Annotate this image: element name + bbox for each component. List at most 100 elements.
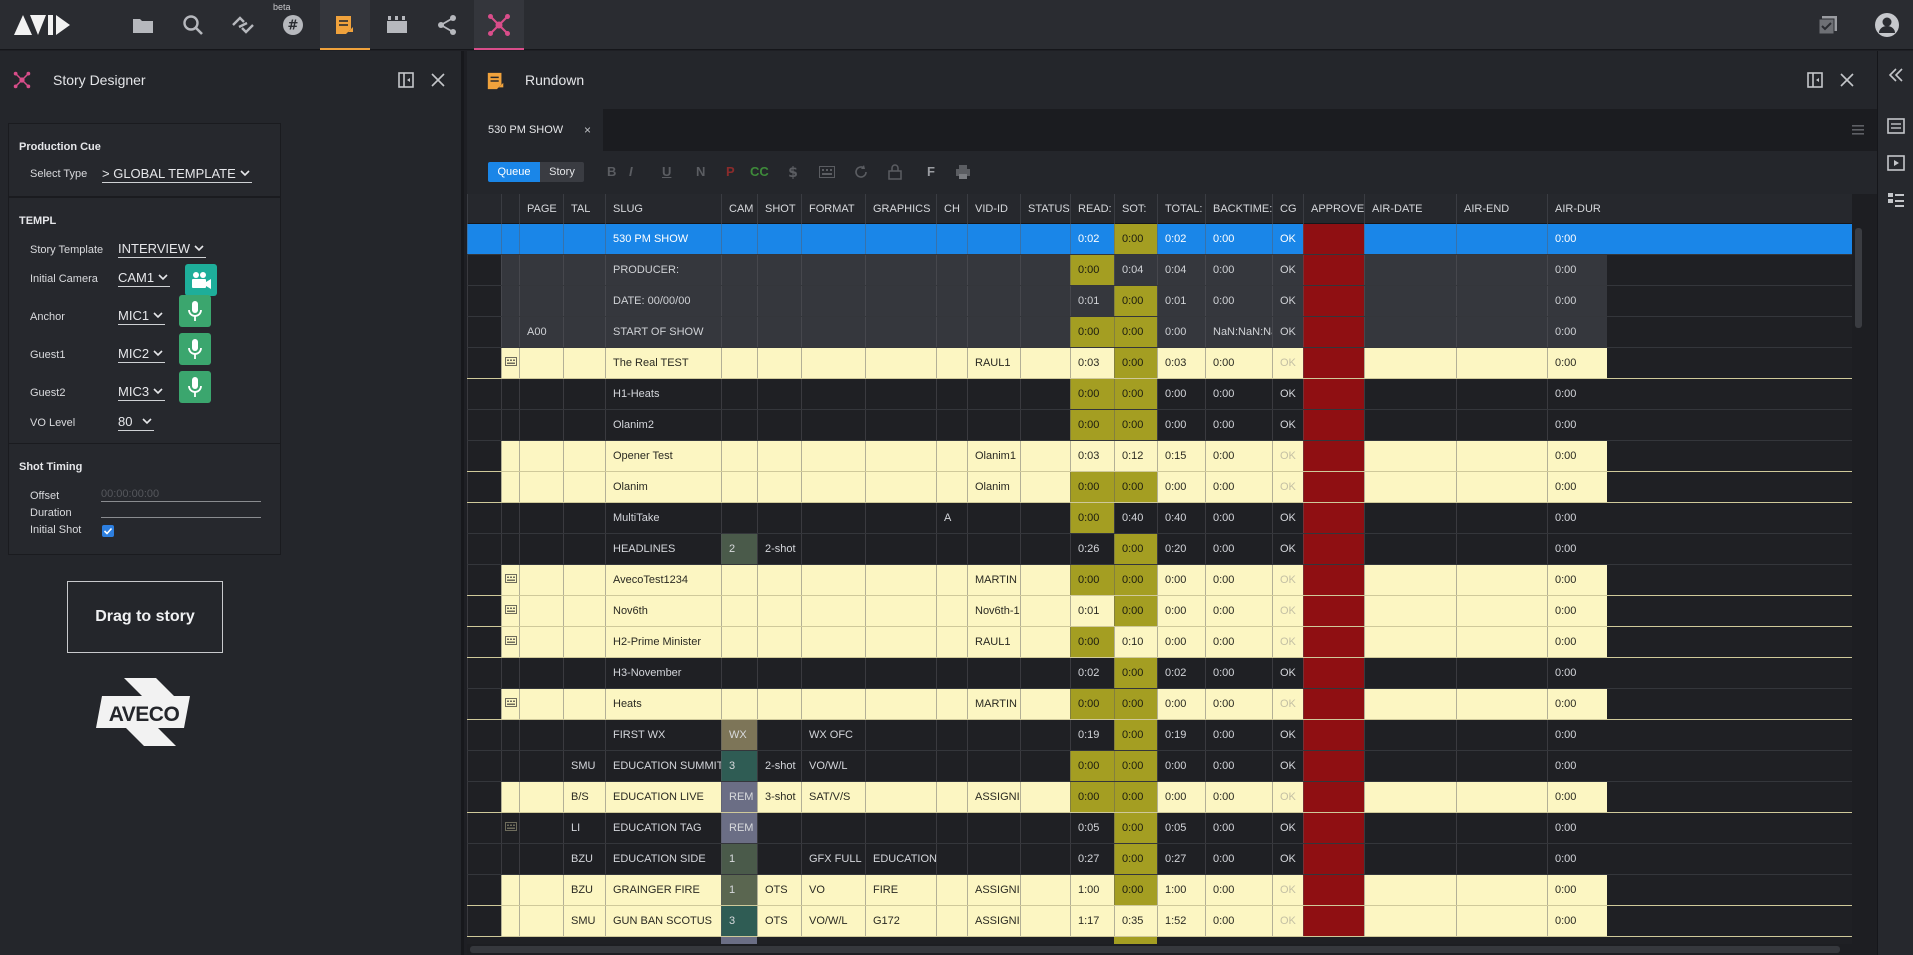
cell-dur[interactable]: 0:00 <box>1547 844 1607 874</box>
cell-status[interactable] <box>1020 565 1070 595</box>
table-row[interactable]: MultiTake A 0:00 0:40 0:40 0:00 OK 0:00 <box>467 503 1852 534</box>
cell-airend[interactable] <box>1456 906 1547 936</box>
cell-approve[interactable] <box>1303 348 1364 378</box>
cell-airdate[interactable] <box>1364 658 1456 688</box>
cell-ch[interactable] <box>936 441 967 471</box>
cell-airend[interactable] <box>1456 751 1547 781</box>
cell-back[interactable]: 0:00 <box>1205 503 1272 533</box>
cell-format[interactable]: SAT/V/S <box>801 782 865 812</box>
cell-page[interactable] <box>519 658 563 688</box>
cell-read[interactable]: 0:00 <box>1070 565 1114 595</box>
cell-total[interactable]: 0:20 <box>1157 534 1205 564</box>
cell-graphics[interactable] <box>865 720 936 750</box>
cell-total[interactable]: 0:00 <box>1157 782 1205 812</box>
cell-status[interactable] <box>1020 751 1070 781</box>
cell-ch[interactable] <box>936 565 967 595</box>
cell-shot[interactable] <box>757 658 801 688</box>
cell-shot[interactable]: OTS <box>757 906 801 936</box>
cell-vid[interactable] <box>967 658 1020 688</box>
script-keyboard-icon[interactable] <box>501 596 519 626</box>
cell-graphics[interactable] <box>865 255 936 285</box>
cell-page[interactable] <box>519 286 563 316</box>
cell-tal[interactable] <box>563 410 605 440</box>
cell-back[interactable]: 0:00 <box>1205 813 1272 843</box>
cell-shot[interactable] <box>757 348 801 378</box>
cell-read[interactable]: 1:17 <box>1070 906 1114 936</box>
cell-back[interactable]: 0:00 <box>1205 844 1272 874</box>
cell-slug[interactable]: MultiTake <box>605 503 721 533</box>
cell-tal[interactable]: B/S <box>563 782 605 812</box>
cell-dur[interactable]: 0:00 <box>1547 751 1607 781</box>
cell-status[interactable] <box>1020 658 1070 688</box>
cell-sot[interactable]: 0:00 <box>1114 782 1157 812</box>
cell-cam[interactable]: WX <box>721 720 757 750</box>
cell-icon[interactable] <box>501 255 519 285</box>
cell-approve[interactable] <box>1303 782 1364 812</box>
cell-gutter[interactable] <box>467 348 501 378</box>
tab-530-pm-show[interactable]: 530 PM SHOW × <box>467 109 603 151</box>
cell-total[interactable]: 0:40 <box>1157 503 1205 533</box>
italic-button[interactable]: I <box>629 164 633 179</box>
cell-read[interactable]: 0:00 <box>1070 689 1114 719</box>
cell-slug[interactable]: GRAINGER FIRE <box>605 875 721 905</box>
cell-sot[interactable]: 0:00 <box>1114 224 1157 254</box>
p-button[interactable]: P <box>726 164 735 179</box>
f-button[interactable]: F <box>927 164 935 179</box>
cell-shot[interactable] <box>757 317 801 347</box>
column-header-blank-1[interactable] <box>501 194 519 224</box>
cell-format[interactable] <box>801 627 865 657</box>
cell-slug[interactable]: PRODUCER: <box>605 255 721 285</box>
cell-gutter[interactable] <box>467 658 501 688</box>
cell-back[interactable]: NaN:NaN:NaN <box>1205 317 1272 347</box>
cell-cg[interactable]: OK <box>1272 224 1303 254</box>
column-header-air-dur[interactable]: AIR-DUR <box>1547 194 1607 224</box>
cell-read[interactable]: 0:01 <box>1070 286 1114 316</box>
guest1-mic-button[interactable] <box>179 333 211 365</box>
cell-sot[interactable]: 0:00 <box>1114 379 1157 409</box>
cell-vid[interactable]: ASSIGNID <box>967 782 1020 812</box>
cell-format[interactable] <box>801 379 865 409</box>
column-header-ch[interactable]: CH <box>936 194 967 224</box>
tab-close-icon[interactable]: × <box>583 123 591 137</box>
cell-slug[interactable]: DATE: 00/00/00 <box>605 286 721 316</box>
drag-to-story-button[interactable]: Drag to story <box>67 581 223 653</box>
cell-status[interactable] <box>1020 255 1070 285</box>
cell-approve[interactable] <box>1303 410 1364 440</box>
cell-back[interactable]: 0:00 <box>1205 658 1272 688</box>
cell-cam[interactable] <box>721 658 757 688</box>
cell-cam[interactable]: 2 <box>721 534 757 564</box>
cell-cg[interactable]: OK <box>1272 255 1303 285</box>
cell-airdate[interactable] <box>1364 689 1456 719</box>
cell-dur[interactable]: 0:00 <box>1547 317 1607 347</box>
cell-total[interactable]: 0:00 <box>1157 379 1205 409</box>
cell-vid[interactable]: RAUL1 <box>967 627 1020 657</box>
cell-read[interactable]: 0:00 <box>1070 751 1114 781</box>
column-header-slug[interactable]: SLUG <box>605 194 721 224</box>
initial-shot-checkbox[interactable] <box>102 525 114 537</box>
duration-input[interactable] <box>101 504 261 518</box>
table-row[interactable]: SMU EDUCATION SUMMIT 3 2-shot VO/W/L 0:00 0:00… <box>467 751 1852 782</box>
cell-tal[interactable] <box>563 348 605 378</box>
avid-logo[interactable] <box>14 13 86 37</box>
table-row[interactable]: LI EDUCATION TAG REM 0:05 0:00 0:05 0:00 OK 0:00 <box>467 813 1852 844</box>
cell-cg[interactable]: OK <box>1272 906 1303 936</box>
cell-icon[interactable] <box>501 844 519 874</box>
cell-ch[interactable] <box>936 379 967 409</box>
cell-vid[interactable] <box>967 379 1020 409</box>
cell-gutter[interactable] <box>467 410 501 440</box>
cell-approve[interactable] <box>1303 472 1364 502</box>
table-row[interactable]: The Real TEST RAUL1 0:03 0:00 0:03 0:00 OK 0:00 <box>467 348 1852 379</box>
cell-ch[interactable] <box>936 906 967 936</box>
cell-icon[interactable] <box>501 410 519 440</box>
cell-cam[interactable]: 3 <box>721 906 757 936</box>
cell-airdate[interactable] <box>1364 782 1456 812</box>
column-header-approve[interactable]: APPROVE <box>1303 194 1364 224</box>
cell-vid[interactable] <box>967 720 1020 750</box>
cell-airdate[interactable] <box>1364 472 1456 502</box>
cell-ch[interactable] <box>936 317 967 347</box>
cell-dur[interactable]: 0:00 <box>1547 255 1607 285</box>
cell-tal[interactable] <box>563 534 605 564</box>
cell-cg[interactable]: OK <box>1272 410 1303 440</box>
cell-total[interactable]: 1:52 <box>1157 906 1205 936</box>
cell-slug[interactable]: 530 PM SHOW <box>605 224 721 254</box>
